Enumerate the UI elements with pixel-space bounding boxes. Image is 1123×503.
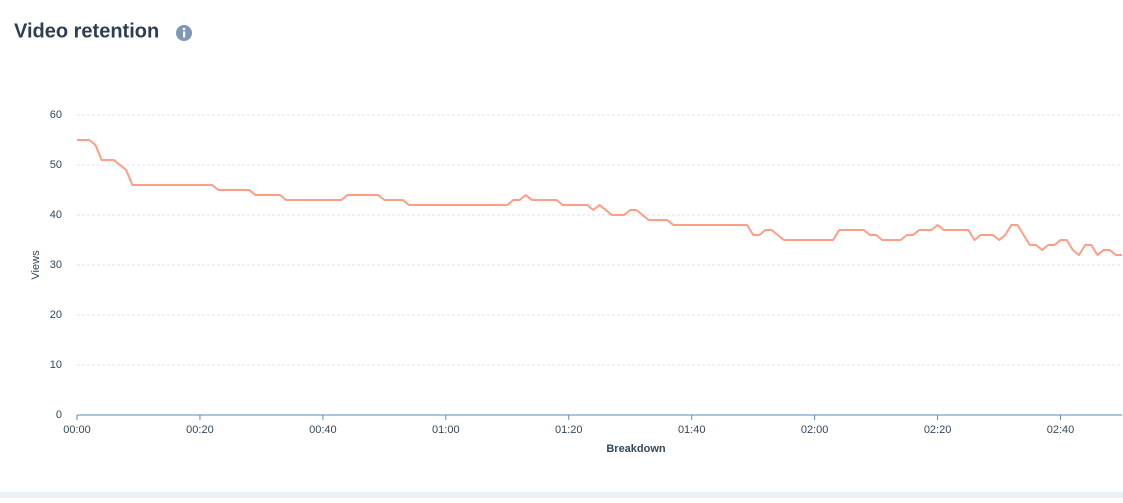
info-icon[interactable] — [176, 25, 192, 41]
x-axis-title: Breakdown — [606, 443, 666, 455]
y-tick-label: 0 — [56, 409, 62, 421]
data-line — [77, 139, 1122, 256]
y-axis-title: Views — [30, 250, 42, 280]
x-tick-label: 02:20 — [924, 424, 952, 436]
x-tick-label: 01:40 — [678, 424, 706, 436]
x-tick-label: 00:20 — [186, 424, 214, 436]
y-tick-label: 20 — [50, 309, 62, 321]
x-tick-label: 02:40 — [1047, 424, 1075, 436]
x-tick-label: 01:20 — [555, 424, 583, 436]
y-tick-label: 10 — [50, 359, 62, 371]
footer-bar — [0, 492, 1123, 498]
x-tick-label: 00:40 — [309, 424, 337, 436]
x-tick-label: 02:00 — [801, 424, 829, 436]
y-tick-label: 40 — [50, 209, 62, 221]
x-tick-label: 00:00 — [63, 424, 91, 436]
y-tick-label: 30 — [50, 259, 62, 271]
y-tick-label: 50 — [50, 159, 62, 171]
y-tick-label: 60 — [50, 109, 62, 121]
chart-title: Video retention — [14, 20, 159, 42]
x-tick-label: 01:00 — [432, 424, 460, 436]
